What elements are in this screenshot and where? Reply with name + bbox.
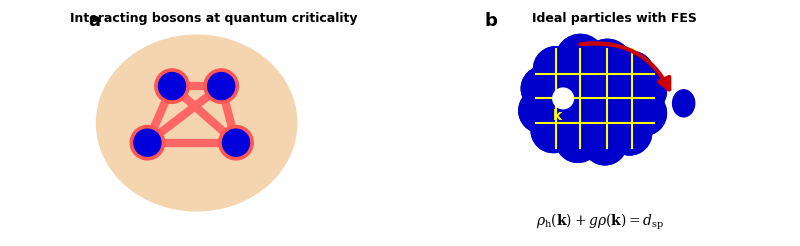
Circle shape bbox=[130, 125, 165, 160]
Circle shape bbox=[607, 111, 652, 155]
Circle shape bbox=[222, 129, 250, 156]
Circle shape bbox=[582, 39, 632, 89]
Ellipse shape bbox=[96, 34, 298, 212]
Circle shape bbox=[622, 69, 666, 113]
Circle shape bbox=[218, 125, 253, 160]
Text: b: b bbox=[484, 12, 498, 30]
Circle shape bbox=[622, 91, 666, 135]
Circle shape bbox=[158, 73, 186, 100]
Circle shape bbox=[582, 39, 632, 89]
Text: $\mathbf{k}$: $\mathbf{k}$ bbox=[553, 108, 564, 123]
Circle shape bbox=[610, 52, 654, 96]
Circle shape bbox=[622, 69, 666, 113]
Ellipse shape bbox=[673, 90, 694, 117]
Circle shape bbox=[556, 34, 605, 84]
Text: Interacting bosons at quantum criticality: Interacting bosons at quantum criticalit… bbox=[70, 12, 358, 25]
Circle shape bbox=[582, 121, 627, 165]
Circle shape bbox=[556, 118, 600, 162]
Circle shape bbox=[610, 52, 654, 96]
Circle shape bbox=[522, 66, 566, 111]
Circle shape bbox=[622, 91, 666, 135]
Circle shape bbox=[607, 111, 652, 155]
Text: Ideal particles with FES: Ideal particles with FES bbox=[532, 12, 697, 25]
Circle shape bbox=[543, 52, 642, 150]
Circle shape bbox=[531, 108, 575, 153]
Circle shape bbox=[208, 73, 234, 100]
Text: a: a bbox=[88, 12, 100, 30]
Circle shape bbox=[134, 129, 161, 156]
Circle shape bbox=[154, 69, 190, 103]
Circle shape bbox=[553, 88, 574, 109]
Circle shape bbox=[556, 118, 600, 162]
Circle shape bbox=[522, 66, 566, 111]
Circle shape bbox=[582, 121, 627, 165]
Circle shape bbox=[519, 89, 563, 133]
Circle shape bbox=[204, 69, 238, 103]
Circle shape bbox=[534, 47, 578, 91]
Circle shape bbox=[556, 34, 605, 84]
Circle shape bbox=[531, 108, 575, 153]
Text: $\rho_{\mathrm{h}}(\mathbf{k}) + g\rho(\mathbf{k}) = d_{\mathrm{sp}}$: $\rho_{\mathrm{h}}(\mathbf{k}) + g\rho(\… bbox=[536, 211, 664, 231]
Circle shape bbox=[519, 89, 563, 133]
Circle shape bbox=[534, 47, 578, 91]
FancyArrowPatch shape bbox=[580, 43, 670, 89]
Circle shape bbox=[543, 52, 642, 150]
